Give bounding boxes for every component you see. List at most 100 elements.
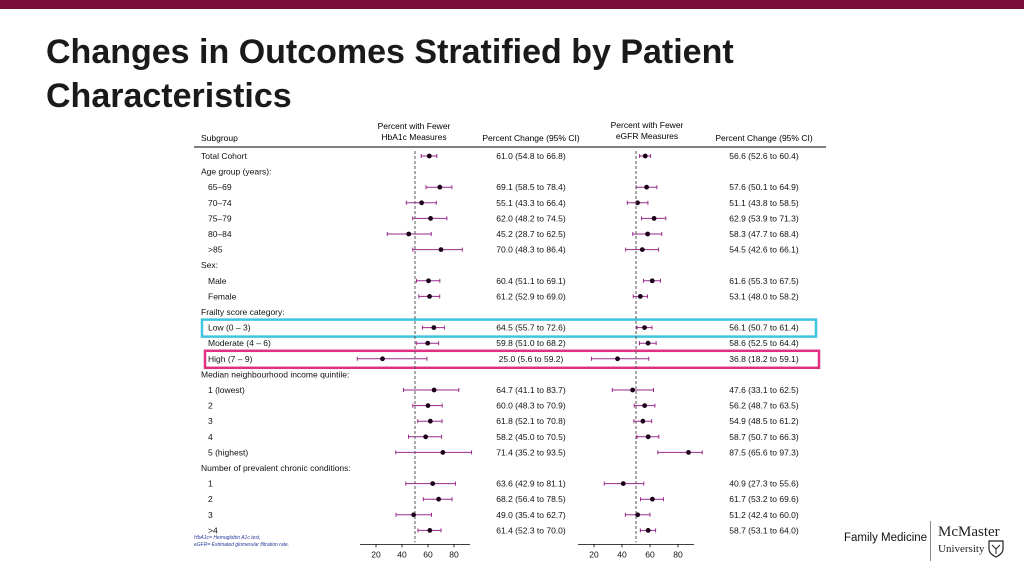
hba1c-tick-label-40: 40 [397,549,407,559]
subgroup-row: High (7 – 9) 25.0 (5.6 to 59.2) 36.8 (18.2… [208,354,799,364]
egfr-point-estimate [642,403,648,408]
hba1c-estimate-text: 71.4 (35.2 to 93.5) [496,447,566,457]
subgroup-row: 3 61.8 (52.1 to 70.8) 54.9 (48.5 to 61.2) [208,416,799,426]
subgroup-row: Total Cohort 61.0 (54.8 to 66.8) 56.6 (52.… [201,151,799,161]
hba1c-point-estimate [406,231,412,237]
hba1c-point-estimate [427,528,433,533]
hba1c-point-estimate [427,294,432,299]
subgroup-row: >85 70.0 (48.3 to 86.4) 54.5 (42.6 to 66.1… [208,245,799,255]
egfr-point-estimate [620,481,626,486]
header-col1: Percent Change (95% CI) [482,133,579,143]
hba1c-tick-label-60: 60 [423,549,433,559]
hba1c-point-estimate [419,200,425,206]
subgroup-row: 3 49.0 (35.4 to 62.7) 51.2 (42.4 to 60.0) [208,510,799,520]
egfr-tick-label-20: 20 [589,549,599,559]
hba1c-estimate-text: 60.0 (48.3 to 70.9) [496,401,566,411]
university-name-line-1: McMaster [938,524,1000,540]
university-name-line-2: University [938,543,985,555]
egfr-point-estimate [645,528,651,533]
header-plot1-line1: Percent with Fewer [378,121,451,131]
egfr-point-estimate [637,294,643,299]
hba1c-estimate-text: 69.1 (58.5 to 78.4) [496,182,566,192]
magenta-highlight-box [203,349,821,370]
egfr-estimate-text: 40.9 (27.3 to 55.6) [729,479,799,489]
subgroup-label: >4 [208,525,218,535]
hba1c-point-estimate [425,403,431,408]
logo-divider [930,521,931,561]
hba1c-point-estimate [426,153,432,159]
subgroup-label: Total Cohort [201,151,247,161]
subgroup-label: 2 [208,401,213,411]
subgroup-row: 4 58.2 (45.0 to 70.5) 58.7 (50.7 to 66.3) [208,432,799,442]
forest-plot-headers: Subgroup Percent with Fewer HbA1c Measur… [194,120,826,148]
hba1c-point-estimate [440,450,446,455]
hba1c-point-estimate [380,356,385,362]
hba1c-point-estimate [428,216,433,221]
subgroup-row: Female 61.2 (52.9 to 69.0) 53.1 (48.0 to 5… [208,291,799,301]
egfr-estimate-text: 62.9 (53.9 to 71.3) [729,213,799,223]
egfr-estimate-text: 54.5 (42.6 to 66.1) [729,245,799,255]
subgroup-label: 5 (highest) [208,447,248,457]
hba1c-point-estimate [423,434,429,440]
subgroup-row: Male 60.4 (51.1 to 69.1) 61.6 (55.3 to 67.… [208,276,799,286]
subgroup-label: Moderate (4 – 6) [208,338,271,348]
hba1c-estimate-text: 70.0 (48.3 to 86.4) [496,245,566,255]
subgroup-label: Age group (years): [201,167,271,177]
cyan-highlight-box [200,318,818,338]
hba1c-estimate-text: 61.2 (52.9 to 69.0) [496,291,566,301]
hba1c-estimate-text: 64.7 (41.1 to 83.7) [496,385,566,395]
subgroup-label: 1 [208,479,213,489]
egfr-estimate-text: 51.1 (43.8 to 58.5) [729,198,799,208]
egfr-point-estimate [649,278,655,284]
subgroup-label: 4 [208,432,213,442]
subgroup-label: 3 [208,510,213,520]
hba1c-point-estimate [426,278,431,284]
title-line-2: Characteristics [46,77,292,115]
egfr-estimate-text: 36.8 (18.2 to 59.1) [729,354,799,364]
subgroup-label: Female [208,291,237,301]
subgroup-label: Median neighbourhood income quintile: [201,369,349,379]
egfr-estimate-text: 53.1 (48.0 to 58.2) [729,291,799,301]
subgroup-label: 70–74 [208,198,232,208]
egfr-point-estimate [615,356,620,362]
egfr-point-estimate [644,184,650,190]
subgroup-label: High (7 – 9) [208,354,253,364]
subgroup-label: Male [208,276,227,286]
egfr-estimate-text: 54.9 (48.5 to 61.2) [729,416,799,426]
subgroup-label: 65–69 [208,182,232,192]
subgroup-row: 5 (highest) 71.4 (35.2 to 93.5) 87.5 (65.6… [208,447,799,457]
forest-plot-rows: Total Cohort 61.0 (54.8 to 66.8) 56.6 (52.… [201,151,799,535]
hba1c-estimate-text: 63.6 (42.9 to 81.1) [496,479,566,489]
hba1c-point-estimate [438,247,444,253]
footnote-line-1: HbA1c= Hemoglobin A1c test, [194,535,261,541]
egfr-estimate-text: 58.6 (52.5 to 64.4) [729,338,799,348]
egfr-point-estimate [645,340,651,346]
egfr-estimate-text: 47.6 (33.1 to 62.5) [729,385,799,395]
mcmaster-logo: McMaster University [938,524,1005,558]
egfr-estimate-text: 57.6 (50.1 to 64.9) [729,182,799,192]
egfr-estimate-text: 61.7 (53.2 to 69.6) [729,494,799,504]
hba1c-estimate-text: 61.4 (52.3 to 70.0) [496,525,566,535]
subgroup-row: 2 60.0 (48.3 to 70.9) 56.2 (48.7 to 63.5) [208,401,799,411]
hba1c-estimate-text: 60.4 (51.1 to 69.1) [496,276,566,286]
footnote: HbA1c= Hemoglobin A1c test, eGFR= Estima… [194,535,289,549]
hba1c-estimate-text: 45.2 (28.7 to 62.5) [496,229,566,239]
subgroup-row: >4 61.4 (52.3 to 70.0) 58.7 (53.1 to 64.0) [208,525,799,535]
egfr-point-estimate [642,325,647,330]
subgroup-label: Frailty score category: [201,307,285,317]
hba1c-estimate-text: 49.0 (35.4 to 62.7) [496,510,566,520]
header-col2: Percent Change (95% CI) [715,133,812,143]
egfr-point-estimate [630,387,636,393]
egfr-point-estimate [651,216,657,221]
egfr-estimate-text: 58.7 (50.7 to 66.3) [729,432,799,442]
hba1c-point-estimate [437,184,443,190]
hba1c-point-estimate [436,496,442,502]
subgroup-row: 70–74 55.1 (43.3 to 66.4) 51.1 (43.8 to 58… [208,198,799,208]
hba1c-estimate-text: 61.8 (52.1 to 70.8) [496,416,566,426]
highlight-boxes [200,318,821,370]
subgroup-header-row: Sex: [201,260,218,270]
egfr-point-estimate [645,434,651,440]
hba1c-estimate-text: 59.8 (51.0 to 68.2) [496,338,566,348]
header-subgroup: Subgroup [201,133,238,143]
